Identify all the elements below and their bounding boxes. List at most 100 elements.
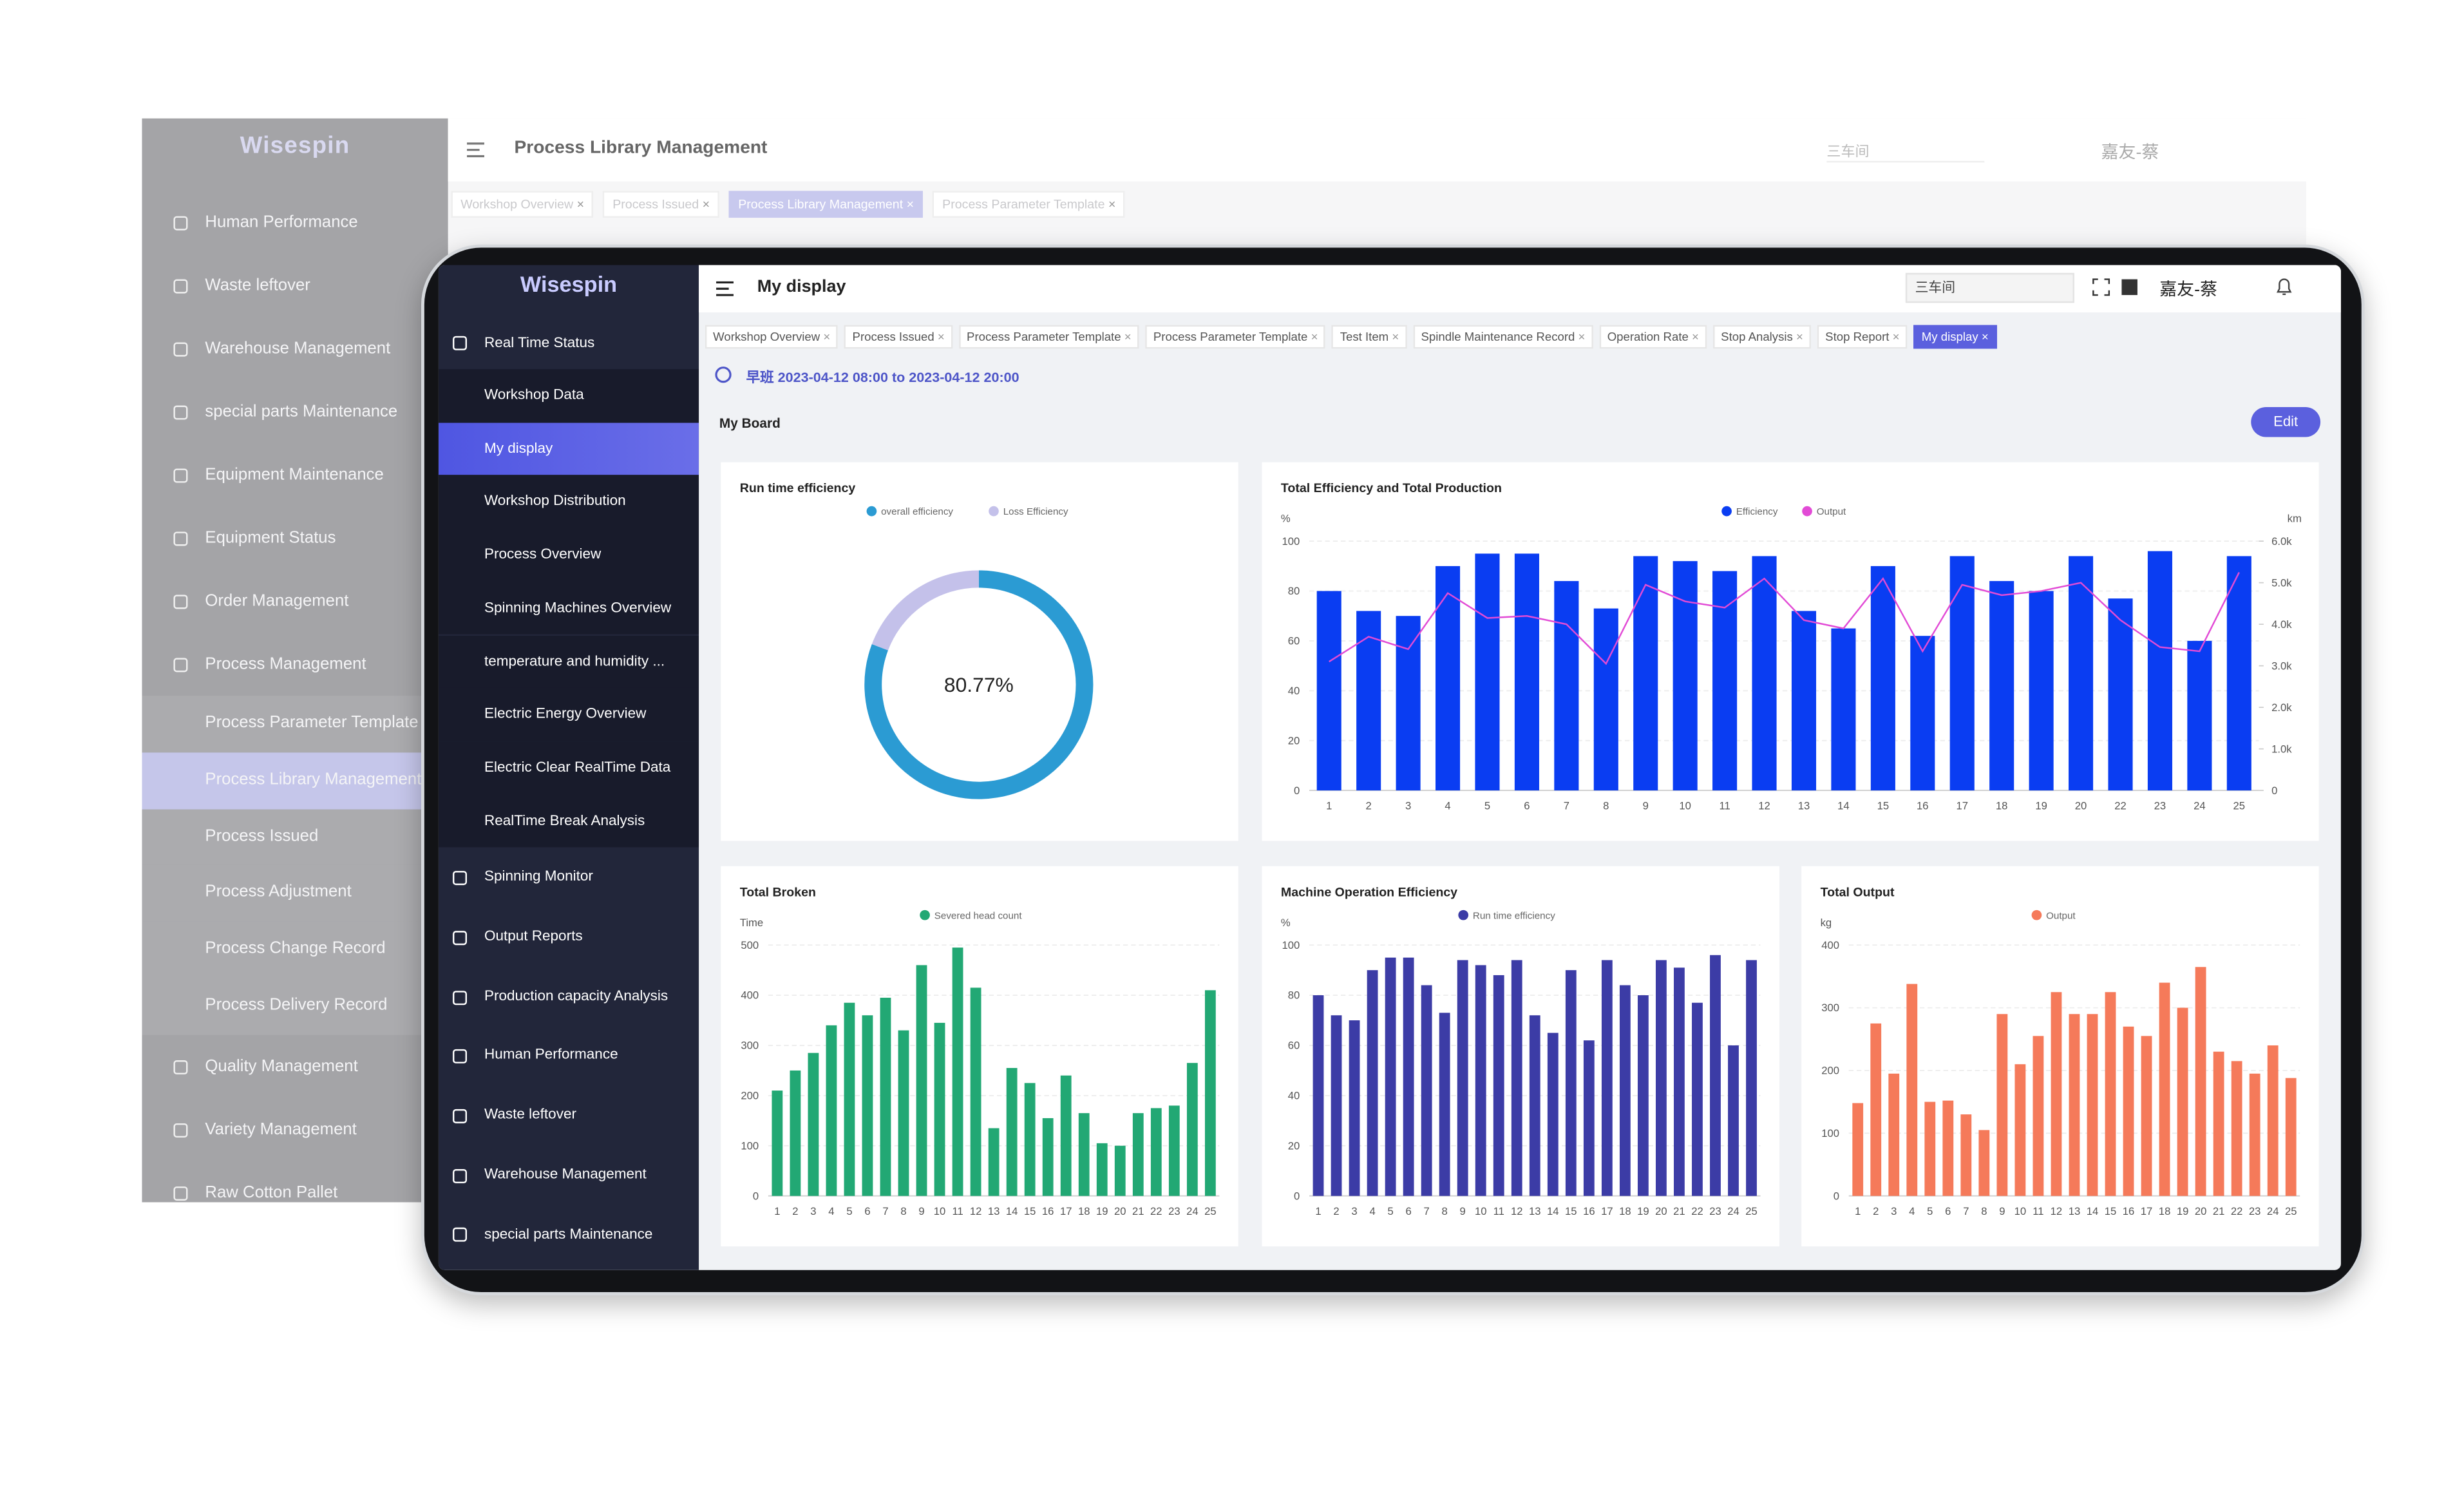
menu-icon[interactable] (716, 281, 735, 296)
bar (1673, 561, 1698, 791)
menu-item[interactable]: Waste leftover (205, 276, 310, 296)
toolbar-icons[interactable] (2092, 278, 2139, 296)
bar (1403, 957, 1414, 1196)
menu-item[interactable]: Warehouse Management (484, 1165, 647, 1182)
bar (1331, 1015, 1342, 1196)
y2-tick-label: 2.0k (2271, 701, 2292, 714)
bar (2187, 640, 2212, 791)
bar (1924, 1101, 1936, 1196)
menu-item[interactable]: Quality Management (205, 1056, 358, 1076)
tab[interactable]: My display (1913, 325, 1996, 349)
y-tick-label: 400 (1821, 939, 1839, 951)
tab[interactable]: Workshop Overview (451, 191, 594, 218)
edit-button[interactable]: Edit (2251, 406, 2321, 437)
menu-item[interactable]: Equipment Status (205, 528, 336, 548)
x-tick-label: 6 (1945, 1205, 1951, 1217)
submenu-item[interactable]: Process Issued (142, 808, 448, 866)
bar (1150, 1108, 1162, 1196)
x-tick-label: 22 (1150, 1205, 1162, 1217)
user-name[interactable]: 嘉友-蔡 (2159, 280, 2218, 300)
x-tick-label: 11 (2033, 1205, 2043, 1217)
menu-icon[interactable] (467, 142, 486, 158)
submenu-item[interactable]: Electric Energy Overview (438, 688, 699, 741)
submenu-item[interactable]: Process Delivery Record (142, 978, 448, 1035)
tab[interactable]: Process Parameter Template (933, 191, 1126, 218)
menu-item[interactable]: Human Performance (484, 1046, 618, 1063)
x-tick-label: 13 (1798, 800, 1810, 812)
user-name[interactable]: 嘉友-蔡 (2101, 143, 2159, 163)
submenu-item[interactable]: RealTime Break Analysis (438, 794, 699, 848)
workshop-select[interactable]: 三车间 (1826, 140, 1985, 163)
workshop-select[interactable]: 三车间 (1905, 272, 2074, 303)
bar (2177, 1007, 2188, 1196)
menu-item[interactable]: Waste leftover (484, 1106, 576, 1122)
bar (916, 965, 927, 1196)
submenu-item[interactable]: My display (438, 422, 699, 476)
x-tick-label: 17 (1060, 1205, 1072, 1217)
submenu-item[interactable]: Process Overview (438, 528, 699, 582)
menu-item[interactable]: Raw Cotton Pallet (205, 1183, 338, 1202)
menu-item[interactable]: Warehouse Management (205, 339, 391, 359)
menu-item[interactable]: Output Reports (484, 928, 583, 944)
tab[interactable]: Workshop Overview (705, 325, 839, 349)
menu-item[interactable]: Spinning Monitor (484, 868, 593, 884)
submenu-item[interactable]: Workshop Data (438, 369, 699, 423)
x-tick-label: 8 (1442, 1205, 1448, 1217)
bar (1791, 611, 1817, 791)
menu-item[interactable]: special parts Maintenance (484, 1224, 653, 1241)
submenu-item[interactable]: Workshop Distribution (438, 475, 699, 529)
y-tick-label: 0 (1834, 1190, 1839, 1202)
tab[interactable]: Process Parameter Template (1145, 325, 1326, 349)
tab[interactable]: Process Parameter Template (958, 325, 1139, 349)
page-title: Process Library Management (514, 138, 768, 158)
x-tick-label: 4 (1909, 1205, 1915, 1217)
legend-label: overall efficiency (881, 506, 953, 517)
menu-item[interactable]: Production capacity Analysis (484, 987, 668, 1004)
y2-tick-label: 6.0k (2271, 535, 2292, 548)
y-tick-label: 300 (741, 1040, 759, 1052)
x-tick-label: 25 (2285, 1205, 2297, 1217)
board-title: My Board (719, 415, 781, 431)
menu-item[interactable]: Human Performance (205, 213, 358, 233)
x-tick-label: 7 (1424, 1205, 1430, 1217)
submenu-item[interactable]: Process Parameter Template (142, 696, 448, 752)
menu-item[interactable]: special parts Maintenance (205, 402, 398, 421)
tab[interactable]: Stop Analysis (1712, 325, 1812, 349)
chart-panel: Machine Operation Efficiency Run time eff… (1262, 866, 1779, 1247)
tab[interactable]: Operation Rate (1599, 325, 1707, 349)
tab-label: Process Issued (853, 330, 945, 344)
x-tick-label: 3 (810, 1205, 816, 1217)
tab[interactable]: Process Issued (603, 191, 719, 218)
bar (2105, 992, 2116, 1196)
submenu-item[interactable]: Process Change Record (142, 921, 448, 978)
menu-item[interactable]: Order Management (205, 591, 349, 611)
bar (2033, 1036, 2044, 1196)
bell-icon[interactable] (2276, 278, 2292, 296)
submenu-item[interactable]: Process Adjustment (142, 865, 448, 922)
tab[interactable]: Process Library Management (728, 191, 924, 218)
tab[interactable]: Stop Report (1817, 325, 1908, 349)
tab[interactable]: Test Item (1332, 325, 1407, 349)
bar (1511, 960, 1522, 1196)
submenu-item[interactable]: temperature and humidity ... (438, 634, 699, 689)
bar (1989, 581, 2014, 791)
menu-item[interactable]: Real Time Status (484, 334, 595, 350)
submenu-item[interactable]: Process Library Management (142, 752, 448, 809)
legend-swatch (1802, 506, 1812, 517)
bar (2267, 1045, 2279, 1196)
submenu-item[interactable]: Spinning Machines Overview (438, 582, 699, 635)
x-tick-label: 4 (1369, 1205, 1375, 1217)
x-tick-label: 3 (1405, 800, 1411, 812)
x-tick-label: 10 (2014, 1205, 2027, 1217)
submenu-item[interactable]: Electric Clear RealTime Data (438, 741, 699, 795)
tab[interactable]: Spindle Maintenance Record (1413, 325, 1593, 349)
logo: Wisespin (240, 132, 350, 160)
tab[interactable]: Process Issued (844, 325, 953, 349)
menu-item[interactable]: Equipment Maintenance (205, 465, 384, 484)
x-tick-label: 8 (1603, 800, 1609, 812)
y-tick-label: 100 (1282, 535, 1300, 548)
menu-item[interactable]: Variety Management (205, 1119, 357, 1139)
menu-item[interactable]: Process Management (205, 654, 366, 674)
y-tick-label: 0 (1294, 785, 1300, 797)
